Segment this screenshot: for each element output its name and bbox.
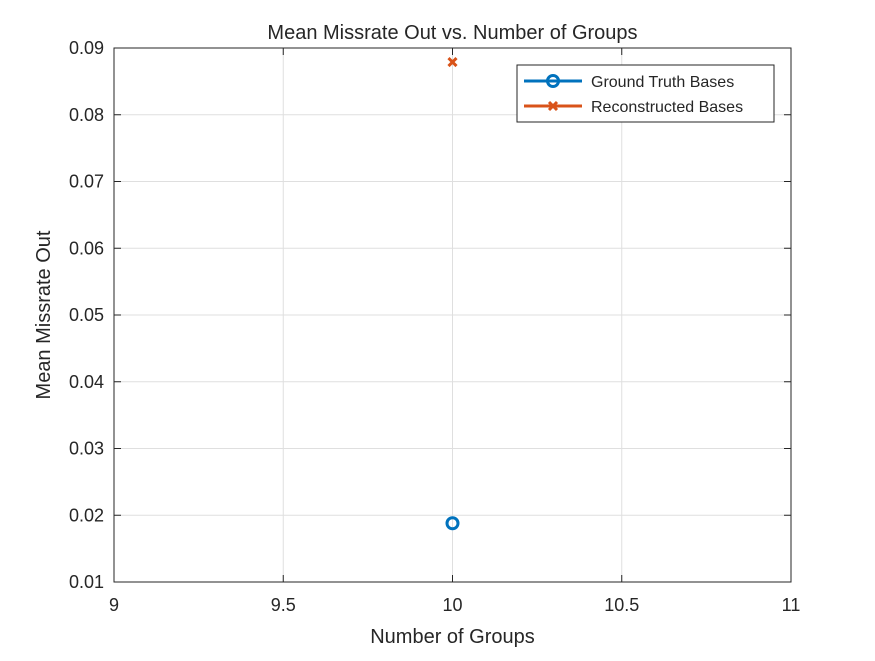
y-tick-label: 0.09 — [69, 38, 104, 58]
x-tick-label: 11 — [782, 595, 801, 615]
y-tick-label: 0.06 — [69, 238, 104, 258]
x-axis-label: Number of Groups — [370, 626, 535, 648]
legend-marker — [547, 100, 559, 112]
legend-marker — [546, 74, 560, 88]
legend-label: Ground Truth Bases — [591, 74, 734, 91]
x-tick-label: 10.5 — [604, 595, 639, 615]
y-tick-label: 0.04 — [69, 372, 104, 392]
y-tick-label: 0.02 — [69, 505, 104, 525]
y-tick-label: 0.08 — [69, 105, 104, 125]
chart-legend: Ground Truth Bases Reconstructed Bases — [516, 64, 775, 123]
chart-title: Mean Missrate Out vs. Number of Groups — [267, 22, 637, 44]
y-axis-label: Mean Missrate Out — [33, 230, 55, 399]
y-tick-label: 0.05 — [69, 305, 104, 325]
y-tick-label: 0.01 — [69, 572, 104, 592]
data-point-x — [447, 56, 458, 68]
y-tick-label: 0.07 — [69, 172, 104, 192]
data-point-circle — [445, 516, 460, 531]
x-tick-label: 10 — [442, 595, 462, 615]
axis-ticks: 9 9.5 10 10.5 11 0.01 0.02 0.03 0.04 0.05 0.06 0.07… — [69, 38, 800, 615]
x-tick-label: 9.5 — [271, 595, 296, 615]
legend-label: Reconstructed Bases — [591, 99, 743, 116]
legend-box — [516, 64, 775, 123]
x-tick-label: 9 — [109, 595, 119, 615]
data-point-x-stroke — [447, 56, 458, 68]
data-marks — [445, 56, 460, 531]
legend-marker-stroke — [547, 100, 559, 112]
y-tick-label: 0.03 — [69, 439, 104, 459]
